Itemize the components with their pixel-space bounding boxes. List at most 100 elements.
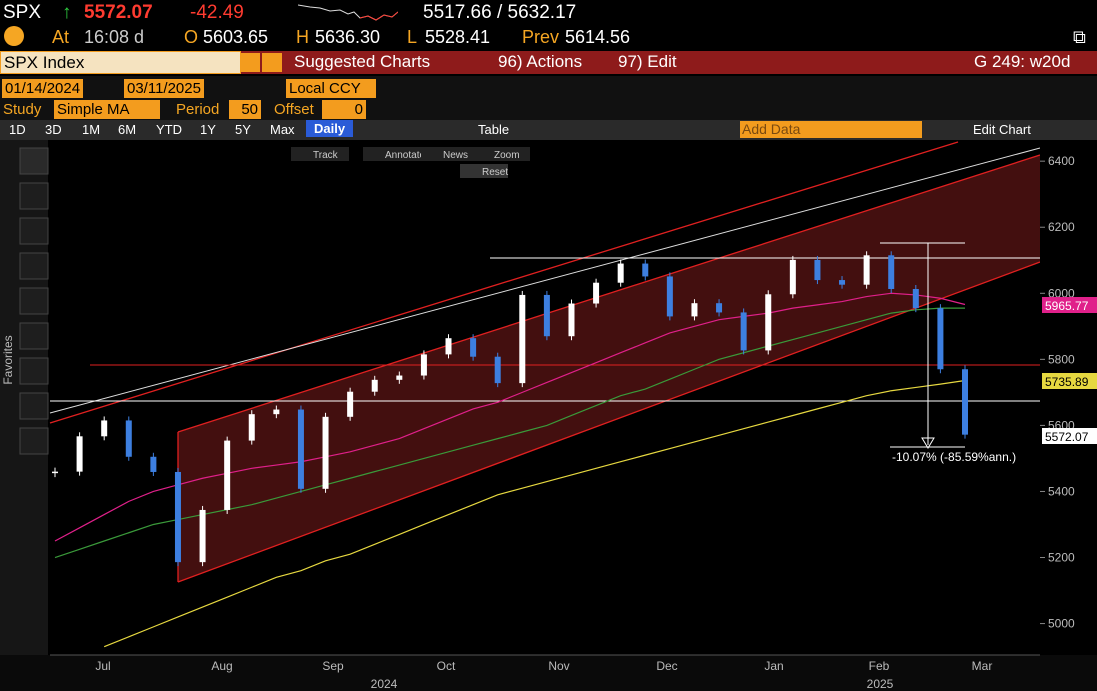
day-range: 5517.66 / 5632.17 [423, 2, 577, 23]
range-button[interactable]: 1M [82, 122, 101, 137]
year-label: 2024 [371, 677, 398, 691]
candle [617, 263, 624, 283]
suggested-charts[interactable]: Suggested Charts [294, 52, 431, 71]
end-date[interactable]: 03/11/2025 [124, 79, 204, 98]
candle [297, 409, 304, 489]
change: -42.49 [190, 2, 244, 23]
channel-fill [178, 155, 1040, 582]
moving-average [54, 292, 966, 542]
candle [937, 308, 944, 370]
candle [691, 303, 698, 317]
tool-button[interactable] [421, 147, 479, 161]
trend-line [177, 261, 1041, 583]
y-tick-label: 5000 [1048, 617, 1075, 631]
tool-label: Zoom [494, 150, 520, 161]
month-label: Jul [95, 659, 110, 673]
tool-button[interactable] [291, 147, 349, 161]
candle [642, 263, 649, 277]
candle [347, 391, 354, 417]
up-arrow: ↑ [62, 2, 72, 23]
range-button[interactable]: 1Y [200, 122, 216, 137]
forward-button[interactable] [262, 53, 282, 72]
y-tick-label: 6400 [1048, 154, 1075, 168]
candle [543, 294, 550, 337]
at-label: At [52, 27, 70, 47]
candle [445, 338, 452, 355]
y-tick-label: 6000 [1048, 286, 1075, 300]
prev-label: Prev [522, 27, 560, 47]
export-icon[interactable]: ⧉ [1073, 27, 1086, 47]
month-label: Jan [764, 659, 783, 673]
annotation: -10.07% (-85.59%ann.) [892, 450, 1016, 464]
range-button[interactable]: Max [270, 122, 295, 137]
study[interactable]: Simple MA [54, 100, 160, 119]
candle [814, 259, 821, 281]
tool-icon [19, 147, 49, 175]
range-button[interactable]: 1D [9, 122, 26, 137]
price-label-box [1042, 297, 1097, 313]
spark-line [298, 4, 398, 21]
tool-icon [19, 357, 49, 385]
frequency[interactable]: Daily [306, 120, 354, 137]
actions-menu[interactable]: 96) Actions [498, 52, 583, 71]
table-button[interactable]: Table [478, 122, 510, 137]
month-label: Dec [656, 659, 677, 673]
candle [125, 420, 132, 457]
tool-icon [19, 252, 49, 280]
y-tick-label: 5400 [1048, 484, 1075, 498]
candle [962, 369, 968, 435]
year-label: 2025 [867, 677, 894, 691]
price-label: 5965.77 [1045, 299, 1089, 313]
tool-button[interactable] [472, 147, 530, 161]
period-label: Period [176, 101, 220, 118]
offset[interactable]: 0 [322, 100, 366, 119]
ticker: SPX [3, 2, 42, 23]
range-button[interactable]: 6M [118, 122, 137, 137]
candle [101, 420, 108, 437]
low: 5528.41 [425, 27, 491, 47]
reset-button [460, 164, 508, 178]
clock-icon [4, 26, 24, 46]
function-code: G 249: w20d [974, 52, 1071, 71]
price-label-box [1042, 428, 1097, 444]
candle [420, 354, 427, 376]
edit-menu[interactable]: 97) Edit [618, 52, 677, 71]
price-label: 5735.89 [1045, 375, 1089, 389]
currency[interactable]: Local CCY [286, 79, 376, 98]
measure-arrow [921, 437, 935, 449]
add-data[interactable]: Add Data [740, 121, 922, 138]
back-button[interactable] [240, 53, 260, 72]
tool-button[interactable] [363, 147, 421, 161]
prev: 5614.56 [565, 27, 631, 47]
start-date[interactable]: 01/14/2024 [2, 79, 84, 98]
range-button[interactable]: 3D [45, 122, 62, 137]
tool-icon [19, 182, 49, 210]
candle [199, 509, 206, 563]
tool-icon [19, 427, 49, 455]
open: 5603.65 [203, 27, 269, 47]
time: 16:08 d [84, 27, 145, 47]
month-label: Oct [437, 659, 456, 673]
moving-average [103, 379, 966, 648]
candle [248, 414, 255, 441]
candle [371, 379, 378, 392]
right-axis [1040, 140, 1097, 691]
reset-label: Reset [482, 167, 508, 178]
tool-label: Track [313, 150, 339, 161]
month-label: Sep [322, 659, 344, 673]
edit-chart[interactable]: Edit Chart [973, 122, 1031, 137]
tool-label: News [443, 150, 468, 161]
candle [150, 456, 157, 472]
candle [76, 436, 83, 472]
security-field[interactable]: SPX Index [0, 51, 241, 74]
range-button[interactable]: 5Y [235, 122, 251, 137]
month-label: Mar [972, 659, 993, 673]
candle [839, 280, 846, 285]
range-button[interactable]: YTD [156, 122, 182, 137]
period[interactable]: 50 [229, 100, 261, 119]
candle [666, 276, 673, 317]
candle [863, 255, 870, 285]
month-label: Aug [211, 659, 232, 673]
y-tick-label: 5200 [1048, 551, 1075, 565]
